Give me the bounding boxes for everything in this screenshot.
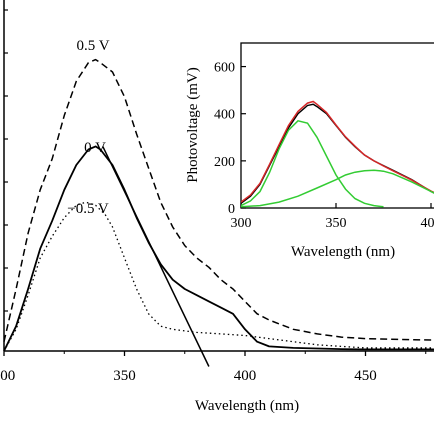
tangent-line bbox=[102, 146, 210, 367]
inset-x-tick-label: 350 bbox=[326, 216, 347, 231]
inset-y-tick-label: 600 bbox=[214, 61, 235, 76]
inset-frame bbox=[240, 42, 434, 209]
main-x-tick-label: 350 bbox=[113, 368, 136, 384]
inset-y-tick-label: 400 bbox=[214, 108, 235, 123]
inset-x-tick-label: 400 bbox=[421, 216, 434, 231]
inset-series-line-1 bbox=[241, 100, 434, 203]
inset-x-tick-label: 300 bbox=[231, 216, 252, 231]
main-y-ticks bbox=[4, 9, 8, 312]
series-neg0.5v-line bbox=[3, 201, 434, 352]
inset-y-tick-label: 0 bbox=[228, 202, 235, 217]
inset-y-axis-label: Photovoltage (mV) bbox=[185, 67, 201, 182]
series-0v-line bbox=[3, 145, 434, 352]
inset-x-axis-label: Wavelength (nm) bbox=[291, 244, 395, 260]
label-0v: 0 V bbox=[84, 140, 106, 156]
main-x-tick-label: 300 bbox=[0, 368, 15, 384]
series-0.5v-line bbox=[3, 58, 434, 342]
inset-ticks bbox=[240, 65, 432, 209]
inset-series bbox=[241, 100, 434, 208]
main-x-tick-label: 450 bbox=[354, 368, 377, 384]
inset-y-tick-label: 200 bbox=[214, 155, 235, 170]
inset-series-line-3 bbox=[241, 169, 434, 208]
main-x-tick-labels: 300 350 400 450 bbox=[0, 368, 377, 384]
label-neg0.5v: −0.5 V bbox=[67, 201, 109, 217]
label-0.5v: 0.5 V bbox=[76, 38, 109, 54]
main-chart: 300 350 400 450 Wavelength (nm) 0.5 V 0 V −… bbox=[0, 0, 434, 414]
main-x-axis-label: Wavelength (nm) bbox=[195, 398, 299, 414]
main-x-tick-label: 400 bbox=[234, 368, 257, 384]
inset-series-line-2 bbox=[241, 119, 384, 208]
main-series bbox=[3, 58, 434, 367]
inset-chart: 300 350 400 0 200 400 600 Wavelength (nm) Phot… bbox=[185, 42, 434, 260]
main-x-ticks bbox=[3, 351, 427, 356]
inset-tick-labels: 300 350 400 0 200 400 600 bbox=[214, 61, 434, 231]
